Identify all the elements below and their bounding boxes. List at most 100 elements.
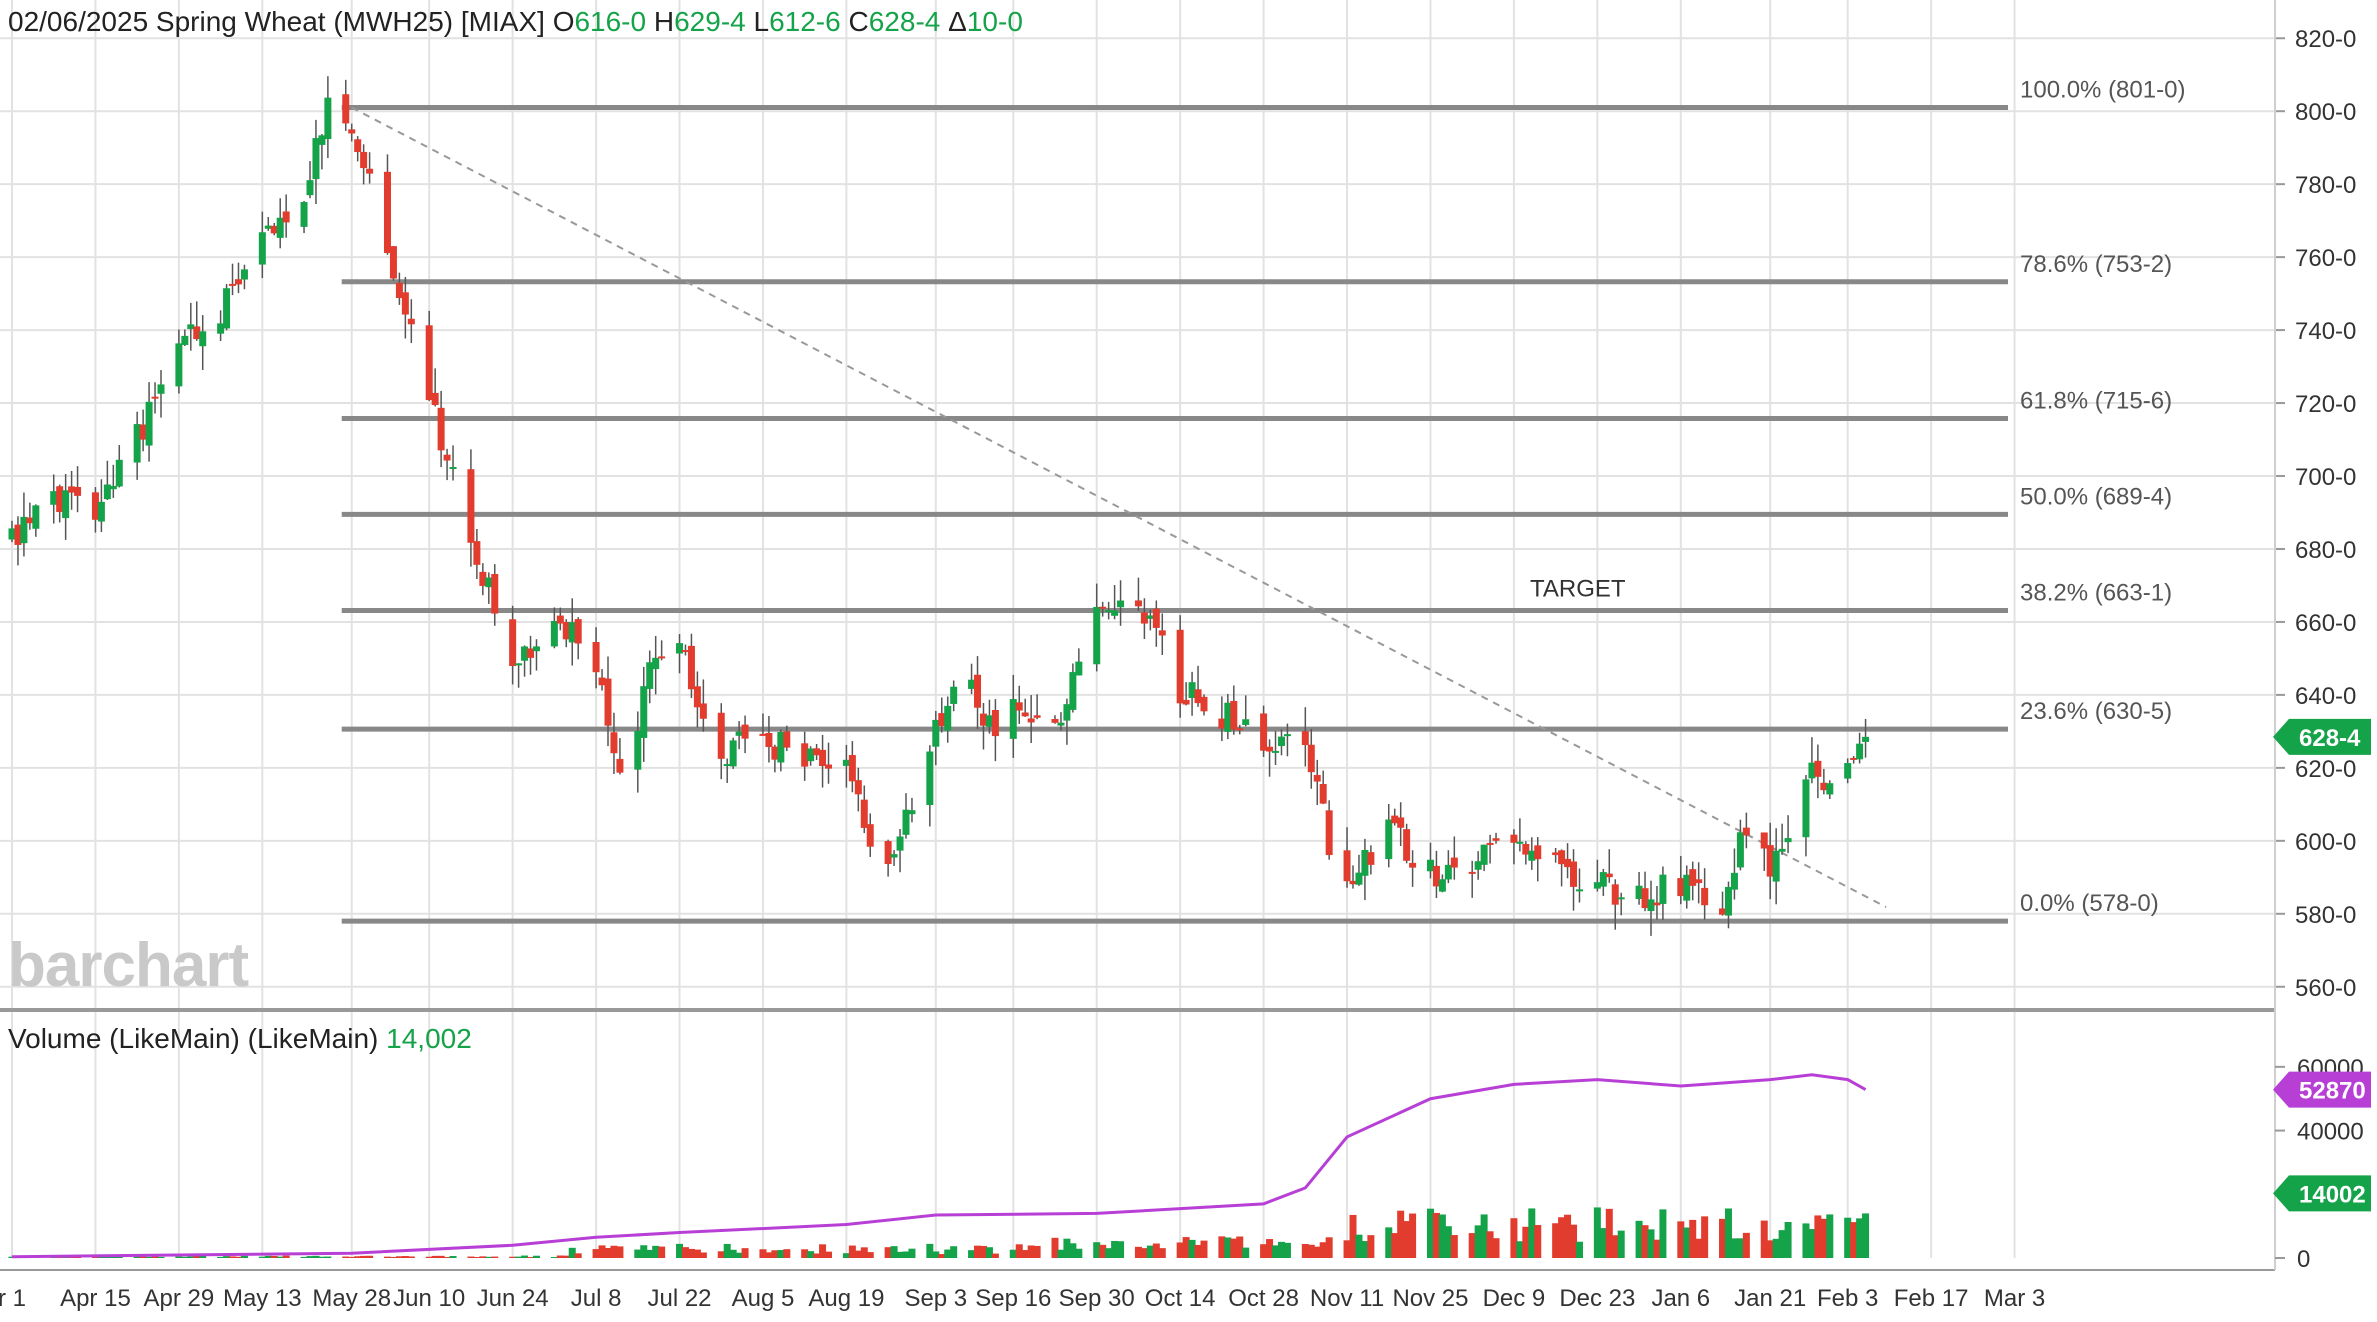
candle-body: [1808, 762, 1816, 779]
volume-bar: [866, 1252, 874, 1258]
candle-body: [360, 151, 368, 169]
close-label: C: [848, 6, 869, 37]
open-value: 616-0: [574, 6, 647, 37]
candle-body: [1307, 744, 1315, 773]
volume-bar: [425, 1256, 433, 1258]
volume-bar: [1522, 1226, 1530, 1258]
volume-bar: [264, 1255, 272, 1258]
volume-bar: [1301, 1243, 1309, 1258]
fib-label: 38.2% (663-1): [2020, 580, 2172, 607]
volume-bar: [1134, 1246, 1142, 1258]
candle-body: [1683, 874, 1691, 901]
candle-body: [634, 730, 642, 770]
candle-body: [944, 705, 952, 731]
fib-levels: 100.0% (801-0) 78.6% (753-2) 61.8% (715-6)…: [341, 77, 2185, 924]
volume-bar: [473, 1257, 481, 1258]
candle-body: [932, 719, 940, 747]
volume-bar: [431, 1255, 439, 1258]
candle-body: [443, 454, 451, 461]
volume-bar: [1403, 1221, 1411, 1258]
candle-body: [1802, 779, 1810, 838]
header-symbol: Spring Wheat (MWH25) [MIAX]: [155, 6, 545, 37]
candle-body: [8, 528, 16, 540]
volume-bar: [926, 1243, 934, 1258]
candle-body: [1224, 702, 1232, 732]
candle-body: [1677, 878, 1685, 897]
volume-bar: [181, 1256, 189, 1258]
volume-bar: [1230, 1238, 1238, 1258]
candle-body: [68, 486, 76, 493]
candle-body: [1367, 852, 1375, 865]
candle-body: [312, 138, 320, 180]
candle-body: [1260, 713, 1268, 751]
candle-body: [1432, 865, 1440, 887]
volume-bar: [592, 1249, 600, 1258]
candle-body: [1564, 858, 1572, 868]
volume-bar: [902, 1251, 910, 1258]
ma-line: [11, 1073, 1867, 1259]
candle-body: [813, 748, 821, 756]
volume-tick-label: 0: [2297, 1246, 2310, 1273]
candle-body: [676, 643, 684, 654]
volume-bar: [234, 1256, 242, 1258]
volume-bar: [1647, 1229, 1655, 1258]
candle-body: [1659, 874, 1667, 904]
candle-body: [1558, 850, 1566, 865]
candle-body: [777, 731, 785, 763]
candle-body: [401, 292, 409, 315]
volume-bar: [1492, 1238, 1500, 1258]
change-value: 10-0: [966, 6, 1023, 37]
candle-body: [354, 139, 362, 153]
candle-body: [1695, 879, 1703, 884]
candle-body: [968, 679, 976, 689]
volume-bar: [1242, 1247, 1250, 1258]
volume-bar: [354, 1256, 362, 1258]
candle-body: [1575, 889, 1583, 892]
volume-bar: [1778, 1230, 1786, 1258]
candle-body: [640, 686, 648, 738]
volume-bar: [491, 1256, 499, 1258]
candle-body: [1230, 700, 1238, 730]
candle-body: [1570, 861, 1578, 887]
volume-bar: [1146, 1245, 1154, 1258]
volume-bar: [991, 1253, 999, 1258]
volume-bar: [1844, 1217, 1852, 1258]
date-tick-label: Apr 29: [144, 1285, 215, 1312]
volume-bar: [717, 1251, 725, 1258]
candle-body: [1313, 774, 1321, 782]
candle-body: [306, 180, 314, 196]
fib-label: 61.8% (715-6): [2020, 388, 2172, 415]
volume-bar: [842, 1253, 850, 1258]
volume-bar: [598, 1245, 606, 1258]
volume-bar: [1516, 1241, 1524, 1258]
candle-body: [979, 713, 987, 726]
volume-bar: [1450, 1235, 1458, 1258]
price-tick-label: 680-0: [2295, 537, 2356, 564]
candle-body: [151, 396, 159, 399]
candlesticks: [8, 76, 1870, 936]
volume-bar: [634, 1249, 642, 1258]
volume-bar: [1468, 1233, 1476, 1258]
candle-body: [1820, 782, 1828, 791]
axis-badges: 628-4 52870 14002: [2273, 718, 2371, 1212]
price-tick-label: 740-0: [2295, 318, 2356, 345]
volume-bar: [1009, 1249, 1017, 1258]
fib-label: 78.6% (753-2): [2020, 251, 2172, 278]
candle-body: [1850, 757, 1858, 760]
volume-bar: [556, 1255, 564, 1258]
volume-bar: [485, 1256, 493, 1258]
candle-body: [1200, 696, 1208, 712]
barchart-watermark: barchart: [8, 931, 249, 1000]
volume-bar: [1719, 1218, 1727, 1258]
volume-bar: [1051, 1237, 1059, 1258]
volume-bar: [1772, 1238, 1780, 1258]
volume-bar: [282, 1255, 290, 1258]
candle-body: [1027, 718, 1035, 723]
volume-bar: [550, 1257, 558, 1258]
volume-bar: [1695, 1238, 1703, 1258]
candle-body: [1862, 736, 1870, 742]
candle-body: [1391, 815, 1399, 824]
candle-body: [1814, 760, 1822, 777]
volume-bar: [640, 1245, 648, 1258]
